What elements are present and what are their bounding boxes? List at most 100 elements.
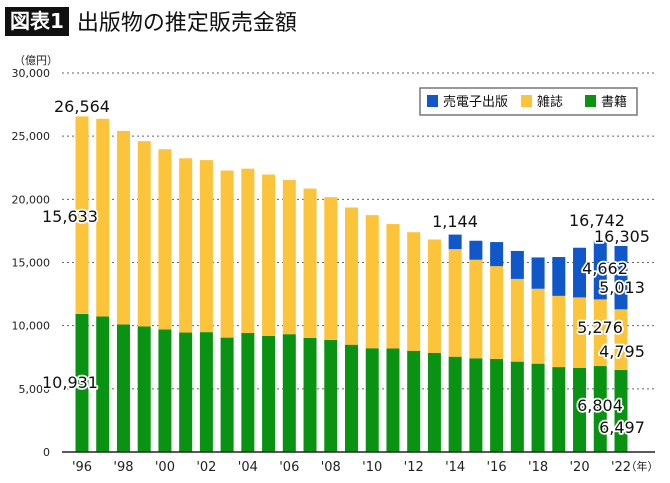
bar-2003-雑誌 [220, 170, 234, 338]
bar-2008-雑誌 [324, 197, 338, 340]
bar-2013-書籍 [427, 352, 441, 452]
bar-2019-書籍 [552, 367, 566, 452]
bar-2002-書籍 [199, 332, 213, 452]
bar-2004-雑誌 [241, 168, 255, 333]
bar-2010-書籍 [365, 348, 379, 452]
bar-2006-書籍 [282, 334, 296, 452]
bar-2010-雑誌 [365, 215, 379, 349]
bar-2014-雑誌 [448, 249, 462, 357]
x-axis-unit: （年） [626, 459, 659, 473]
bar-2016-書籍 [490, 358, 504, 452]
x-tick-label: '14 [445, 460, 465, 475]
data-label: 16,305 [594, 227, 650, 246]
legend-label: 書籍 [601, 94, 627, 110]
bar-2009-雑誌 [345, 207, 358, 345]
figure-badge: 図表1 [5, 6, 69, 36]
bar-2012-書籍 [407, 350, 421, 452]
x-tick-label: '98 [113, 460, 133, 475]
bar-2018-雑誌 [531, 288, 545, 364]
x-tick-label: '04 [238, 460, 258, 475]
bar-2018-書籍 [531, 363, 545, 452]
legend-swatch [427, 95, 438, 107]
bar-2022-雑誌 [614, 309, 628, 370]
data-label: 5,276 [577, 318, 623, 337]
legend-label: 雑誌 [537, 94, 563, 110]
x-tick-label: '02 [196, 460, 216, 475]
x-tick-label: '96 [72, 460, 92, 475]
bar-2003-書籍 [220, 337, 234, 452]
bar-2017-雑誌 [510, 278, 524, 362]
bar-1996-雑誌 [75, 116, 89, 314]
y-tick-label: 5,000 [19, 383, 51, 396]
x-tick-label: '16 [487, 460, 507, 475]
chart-header: 図表1 出版物の推定販売金額 [5, 5, 297, 37]
x-tick-label: '18 [528, 460, 548, 475]
data-label: 4,795 [599, 342, 645, 361]
data-label: 10,931 [42, 373, 98, 392]
bar-1997-雑誌 [96, 118, 110, 317]
data-label: 5,013 [599, 278, 645, 297]
x-tick-label: '22 [611, 460, 631, 475]
x-tick-label: '12 [404, 460, 424, 475]
x-tick-label: '08 [321, 460, 341, 475]
bar-1999-書籍 [137, 326, 151, 452]
legend-swatch [521, 95, 532, 107]
y-tick-label: 10,000 [12, 320, 51, 333]
bar-2020-雑誌 [573, 297, 587, 368]
bar-2007-書籍 [303, 337, 317, 452]
bar-2005-書籍 [262, 335, 276, 452]
bar-2019-売電子出版 [552, 257, 566, 296]
bar-2011-書籍 [386, 348, 400, 452]
data-label: 6,497 [599, 418, 645, 437]
bar-2019-雑誌 [552, 295, 566, 368]
bar-2016-売電子出版 [490, 242, 504, 267]
bar-2022-書籍 [614, 369, 628, 452]
y-tick-label: 15,000 [12, 257, 51, 270]
bar-2021-売電子出版 [593, 240, 607, 300]
data-label: 4,662 [582, 259, 628, 278]
x-tick-label: '06 [279, 460, 299, 475]
bar-2015-売電子出版 [469, 240, 483, 260]
bar-2021-雑誌 [593, 299, 607, 367]
x-tick-label: '20 [569, 460, 589, 475]
bar-2014-書籍 [448, 356, 462, 452]
legend-swatch [585, 95, 596, 107]
bar-2004-書籍 [241, 332, 255, 452]
bar-2001-書籍 [179, 332, 193, 452]
bar-2012-雑誌 [407, 232, 421, 351]
bar-2011-雑誌 [386, 224, 400, 349]
data-label: 26,564 [54, 97, 110, 116]
y-axis-unit: （億円） [14, 54, 58, 67]
y-tick-label: 0 [43, 446, 50, 459]
bar-2017-売電子出版 [510, 250, 524, 279]
legend-label: 売電子出版 [443, 94, 508, 110]
bar-2013-雑誌 [427, 239, 441, 353]
bar-2020-売電子出版 [573, 247, 587, 298]
bar-2022-売電子出版 [614, 246, 628, 310]
bar-2015-雑誌 [469, 259, 483, 359]
bar-2007-雑誌 [303, 188, 317, 338]
bar-2015-書籍 [469, 358, 483, 452]
bar-2014-売電子出版 [448, 234, 462, 250]
bar-2020-書籍 [573, 367, 587, 452]
bar-2016-雑誌 [490, 266, 504, 359]
bar-2005-雑誌 [262, 174, 276, 336]
data-label: 1,144 [432, 212, 478, 231]
bar-1996-書籍 [75, 313, 89, 452]
data-label: 16,742 [569, 211, 625, 230]
data-label: 15,633 [42, 207, 98, 226]
bar-2000-書籍 [158, 329, 172, 452]
bar-1998-書籍 [116, 324, 130, 452]
bar-2006-雑誌 [282, 180, 296, 335]
bar-2002-雑誌 [199, 160, 213, 333]
y-tick-label: 25,000 [12, 130, 51, 143]
chart-title: 出版物の推定販売金額 [76, 11, 297, 36]
bar-1997-書籍 [96, 316, 110, 452]
y-tick-label: 20,000 [12, 193, 51, 206]
bar-2021-書籍 [593, 366, 607, 452]
bar-2000-雑誌 [158, 149, 172, 330]
x-tick-label: '00 [155, 460, 175, 475]
bar-1999-雑誌 [137, 141, 151, 327]
data-label: 6,804 [577, 396, 623, 415]
